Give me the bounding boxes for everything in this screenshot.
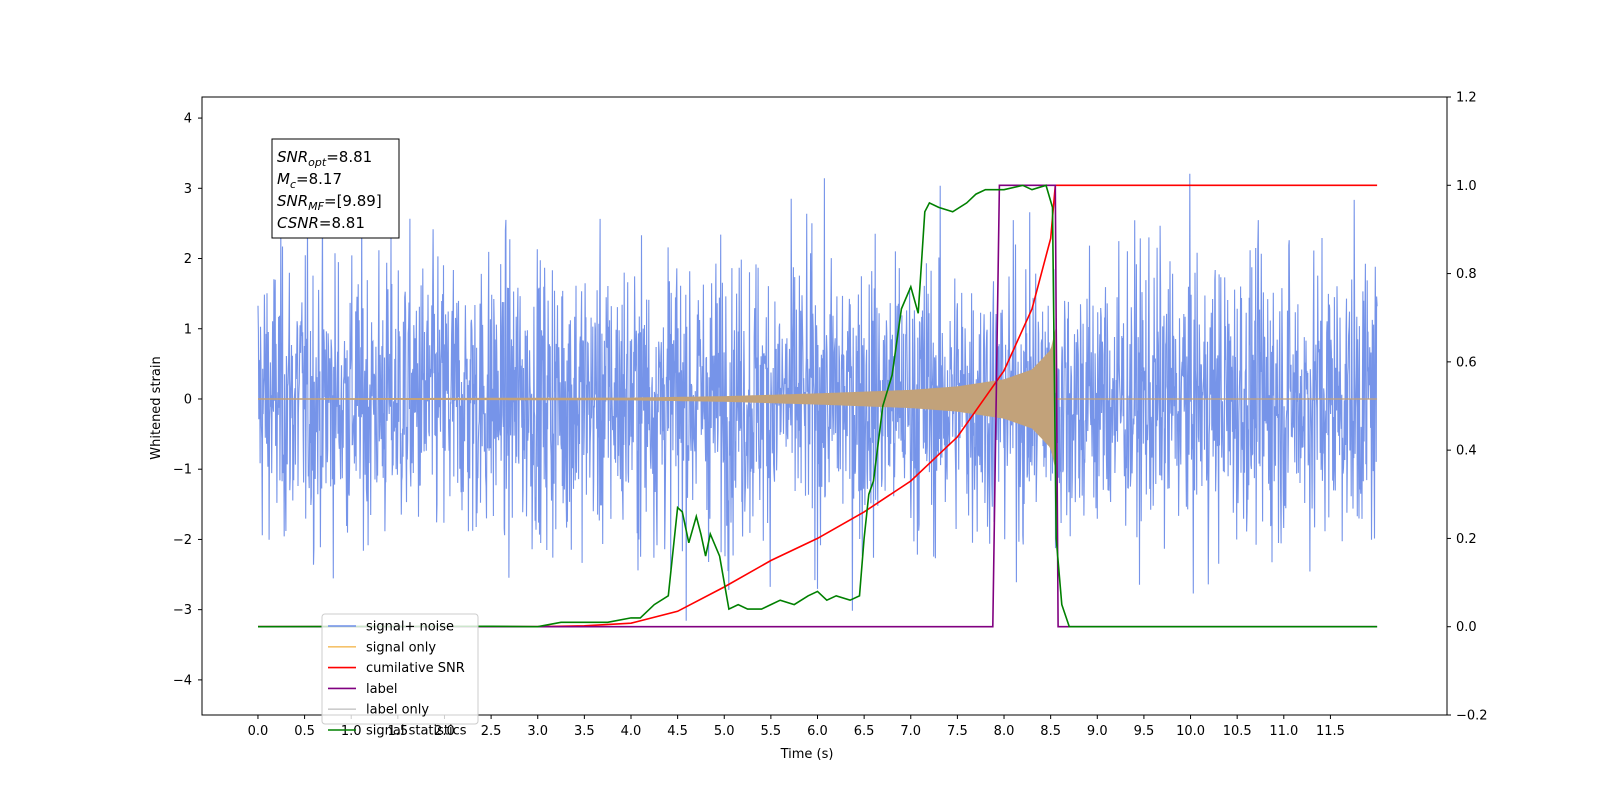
y2-tick-label: 1.2: [1456, 91, 1477, 106]
x-tick-label: 10.5: [1223, 724, 1252, 739]
legend-label: cumilative SNR: [366, 661, 465, 676]
legend-label: signal statistics: [366, 724, 467, 739]
legend-frame: [321, 613, 479, 725]
y2-tick-label: −0.2: [1456, 709, 1488, 724]
x-tick-label: 4.5: [667, 724, 688, 739]
x-tick-label: 11.5: [1316, 724, 1345, 739]
y2-tick-label: 1.0: [1456, 179, 1477, 194]
annotation-frame: [271, 138, 400, 239]
y2-tick-label: 0.2: [1456, 532, 1477, 547]
legend: signal+ noise signal only cumilative SNR la…: [321, 613, 479, 739]
y-tick-label: −3: [173, 603, 192, 618]
x-tick-label: 5.5: [761, 724, 782, 739]
series-signal-noise: [257, 173, 1378, 621]
annotation-line: Mc=8.17: [277, 170, 342, 191]
x-tick-label: 0.0: [248, 724, 269, 739]
y-tick-label: 0: [184, 392, 192, 407]
legend-label: label only: [366, 703, 429, 718]
y-axis-left: 4 3 2 1 0 −1 −2 −3 −4: [173, 112, 202, 688]
y-axis-right: 1.2 1.0 0.8 0.6 0.4 0.2 0.0 −0.2: [1447, 91, 1488, 724]
y2-tick-label: 0.6: [1456, 355, 1477, 370]
x-tick-label: 3.0: [527, 724, 548, 739]
x-tick-label: 1.5: [387, 724, 408, 739]
legend-label: signal+ noise: [366, 620, 454, 635]
series-signal-only: [258, 328, 1056, 470]
series-layer: [257, 173, 1378, 628]
x-tick-label: 1.0: [341, 724, 362, 739]
y-tick-label: −4: [173, 673, 192, 688]
x-tick-label: 2.0: [434, 724, 455, 739]
annotation-line: SNRMF=[9.89]: [277, 192, 382, 213]
x-tick-label: 8.0: [994, 724, 1015, 739]
y-tick-label: 4: [184, 112, 192, 127]
x-tick-label: 9.0: [1087, 724, 1108, 739]
x-tick-label: 10.0: [1176, 724, 1205, 739]
x-tick-label: 4.0: [621, 724, 642, 739]
y2-tick-label: 0.4: [1456, 444, 1477, 459]
x-axis: 0.0 0.5 1.0 1.5 2.0 2.5 3.0 3.5 4.0 4.5 5.0 5.5 6.0 6…: [248, 715, 1345, 739]
legend-label: signal only: [366, 640, 436, 655]
y-tick-label: 3: [184, 182, 192, 197]
x-tick-label: 6.0: [807, 724, 828, 739]
x-tick-label: 11.0: [1269, 724, 1298, 739]
y-tick-label: −1: [173, 463, 192, 478]
y-tick-label: 1: [184, 322, 192, 337]
series-signal-statistics: [257, 184, 1378, 628]
annotation-line: CSNR=8.81: [277, 214, 365, 232]
x-tick-label: 9.5: [1134, 724, 1155, 739]
y-tick-label: 2: [184, 252, 192, 267]
x-tick-label: 7.5: [947, 724, 968, 739]
plot-frame: [201, 96, 1448, 716]
legend-label: label: [366, 682, 397, 697]
x-tick-label: 0.5: [294, 724, 315, 739]
x-tick-label: 5.0: [714, 724, 735, 739]
y-tick-label: −2: [173, 533, 192, 548]
x-tick-label: 6.5: [854, 724, 875, 739]
x-axis-label: Time (s): [780, 747, 834, 762]
y2-tick-label: 0.8: [1456, 267, 1477, 282]
annotation-line: SNRopt=8.81: [277, 148, 372, 169]
x-tick-label: 3.5: [574, 724, 595, 739]
x-tick-label: 7.0: [900, 724, 921, 739]
series-cumilative-snr: [258, 184, 1378, 628]
y2-tick-label: 0.0: [1456, 620, 1477, 635]
x-tick-label: 2.5: [481, 724, 502, 739]
y-axis-label: Whitened strain: [149, 356, 164, 459]
x-tick-label: 8.5: [1040, 724, 1061, 739]
